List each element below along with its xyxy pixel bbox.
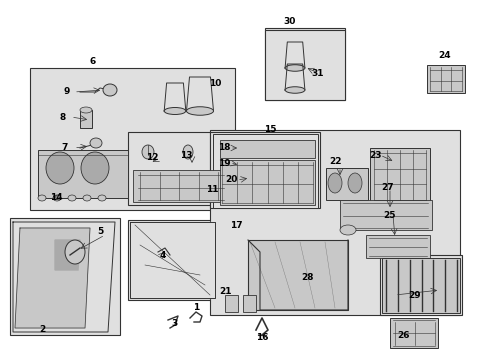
Text: 22: 22 bbox=[328, 158, 341, 166]
Polygon shape bbox=[15, 228, 90, 328]
Text: 31: 31 bbox=[311, 68, 324, 77]
Text: 9: 9 bbox=[63, 87, 70, 96]
Ellipse shape bbox=[90, 138, 102, 148]
Bar bbox=[264, 28, 345, 100]
Bar bbox=[426, 65, 464, 93]
Polygon shape bbox=[130, 222, 215, 298]
Bar bbox=[209, 130, 459, 315]
Bar bbox=[379, 255, 461, 315]
Text: 27: 27 bbox=[381, 184, 393, 193]
Ellipse shape bbox=[98, 195, 106, 201]
Text: 4: 4 bbox=[160, 251, 166, 260]
Text: 23: 23 bbox=[368, 150, 381, 159]
Ellipse shape bbox=[164, 108, 185, 114]
Ellipse shape bbox=[65, 240, 85, 264]
Ellipse shape bbox=[46, 152, 74, 184]
Text: 14: 14 bbox=[50, 194, 62, 202]
Text: 12: 12 bbox=[145, 153, 158, 162]
Bar bbox=[38, 150, 128, 198]
Text: 30: 30 bbox=[283, 18, 296, 27]
Ellipse shape bbox=[83, 195, 91, 201]
Ellipse shape bbox=[183, 145, 193, 159]
Bar bbox=[209, 132, 319, 208]
Text: 13: 13 bbox=[180, 150, 192, 159]
Ellipse shape bbox=[347, 173, 361, 193]
Text: 8: 8 bbox=[60, 112, 66, 122]
Bar bbox=[30, 68, 235, 210]
Text: 10: 10 bbox=[208, 78, 221, 87]
Text: 25: 25 bbox=[383, 211, 395, 220]
Bar bbox=[325, 168, 367, 200]
Text: 29: 29 bbox=[408, 291, 421, 300]
Bar bbox=[133, 170, 225, 202]
Ellipse shape bbox=[339, 225, 355, 235]
Bar bbox=[10, 218, 120, 335]
Polygon shape bbox=[13, 222, 115, 332]
Ellipse shape bbox=[68, 195, 76, 201]
Bar bbox=[365, 235, 429, 258]
Polygon shape bbox=[55, 240, 80, 270]
Bar bbox=[339, 200, 431, 230]
Ellipse shape bbox=[142, 145, 154, 159]
Bar bbox=[369, 148, 429, 202]
Bar bbox=[389, 318, 437, 348]
Bar bbox=[243, 295, 256, 312]
Text: 5: 5 bbox=[97, 228, 103, 237]
Text: 6: 6 bbox=[90, 58, 96, 67]
Text: 26: 26 bbox=[396, 332, 408, 341]
Ellipse shape bbox=[38, 195, 46, 201]
Text: 28: 28 bbox=[300, 274, 313, 283]
Bar bbox=[128, 132, 227, 205]
Text: 15: 15 bbox=[263, 126, 276, 135]
Text: 3: 3 bbox=[171, 319, 178, 328]
Bar bbox=[80, 110, 92, 128]
Text: 11: 11 bbox=[205, 185, 218, 194]
Ellipse shape bbox=[285, 65, 305, 71]
Text: 17: 17 bbox=[229, 220, 242, 230]
Text: 21: 21 bbox=[219, 288, 232, 297]
Bar bbox=[213, 134, 317, 208]
Bar bbox=[381, 258, 459, 313]
Bar bbox=[220, 140, 314, 158]
Text: 16: 16 bbox=[255, 333, 268, 342]
Ellipse shape bbox=[53, 195, 61, 201]
Bar bbox=[224, 295, 238, 312]
Ellipse shape bbox=[186, 107, 213, 115]
Ellipse shape bbox=[285, 87, 305, 93]
Bar bbox=[128, 220, 218, 300]
Bar bbox=[247, 240, 347, 310]
Text: 2: 2 bbox=[39, 325, 45, 334]
Bar bbox=[264, 30, 345, 100]
Text: 19: 19 bbox=[217, 158, 230, 167]
Bar bbox=[220, 160, 314, 205]
Text: 18: 18 bbox=[217, 144, 230, 153]
Ellipse shape bbox=[81, 152, 109, 184]
Ellipse shape bbox=[103, 84, 117, 96]
Text: 1: 1 bbox=[192, 303, 199, 312]
Text: 24: 24 bbox=[438, 50, 450, 59]
Text: 7: 7 bbox=[61, 144, 68, 153]
Ellipse shape bbox=[327, 173, 341, 193]
Ellipse shape bbox=[80, 107, 92, 113]
Text: 20: 20 bbox=[224, 175, 237, 184]
